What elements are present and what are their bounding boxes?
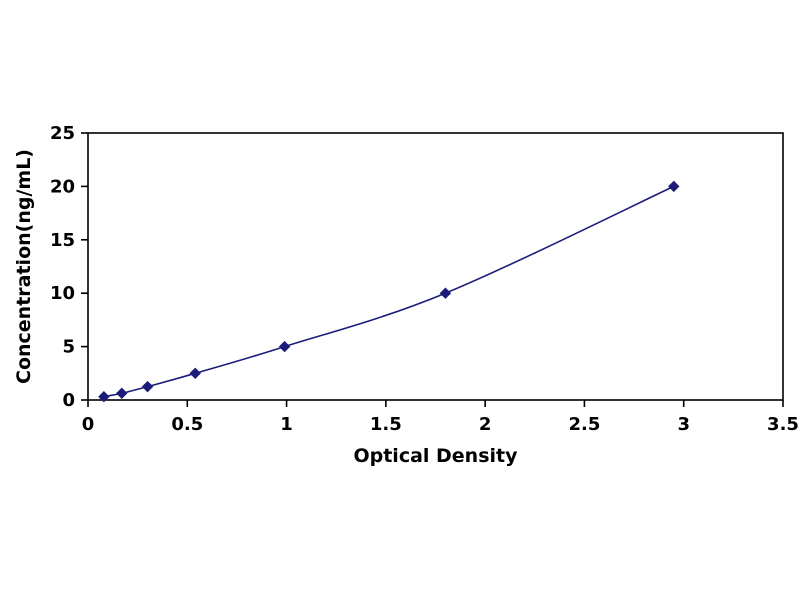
data-point-marker — [278, 340, 291, 353]
x-axis-title: Optical Density — [353, 445, 518, 467]
data-point-marker — [116, 387, 128, 399]
series-line — [103, 185, 675, 398]
plot-border — [87, 132, 784, 401]
y-tick-label: 25 — [50, 123, 75, 144]
data-point-marker — [98, 390, 110, 403]
x-tick-label: 2.5 — [568, 414, 600, 435]
y-tick-label: 20 — [50, 176, 75, 197]
data-point-marker — [141, 380, 154, 393]
x-tick-label: 0.5 — [171, 414, 203, 435]
x-tick-label: 3.5 — [767, 414, 799, 435]
data-point-marker — [439, 287, 452, 299]
x-tick-label: 1 — [280, 414, 293, 435]
x-tick-label: 0 — [82, 414, 95, 435]
y-tick-label: 5 — [62, 337, 75, 358]
data-point-marker — [668, 180, 680, 193]
x-tick-label: 1.5 — [370, 414, 402, 435]
y-tick-label: 0 — [62, 390, 75, 411]
x-tick-label: 3 — [677, 414, 690, 435]
y-tick-label: 15 — [50, 230, 75, 251]
x-tick-label: 2 — [479, 414, 492, 435]
y-axis-title: Concentration(ng/mL) — [13, 149, 35, 384]
data-point-marker — [189, 367, 201, 380]
y-tick-label: 10 — [50, 283, 75, 304]
